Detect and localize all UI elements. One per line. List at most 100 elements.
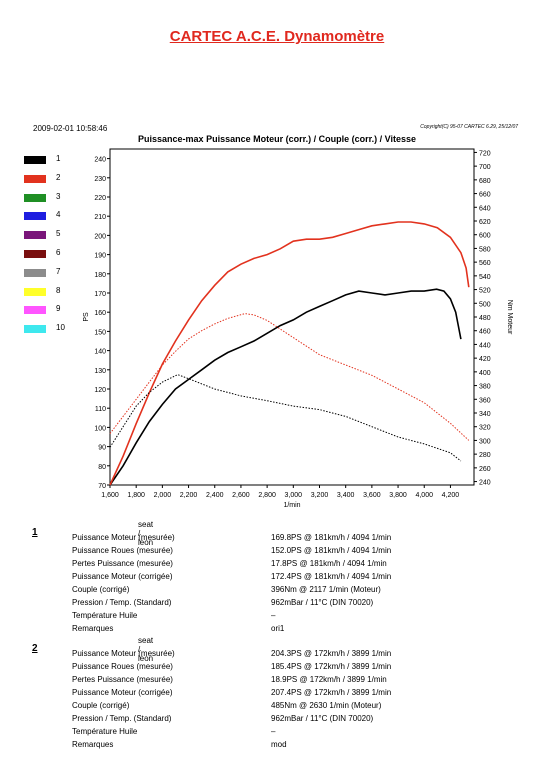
y-right-tick-label: 500 [479,301,491,308]
spec-label: Couple (corrigé) [72,701,130,710]
x-tick-label: 2,400 [206,492,224,499]
y-right-tick-label: 440 [479,342,491,349]
spec-value: 962mBar / 11°C (DIN 70020) [271,714,374,723]
x-tick-label: 3,000 [285,492,303,499]
y-right-tick-label: 320 [479,425,491,432]
y-right-tick-label: 720 [479,150,491,157]
legend-label: 9 [56,304,61,314]
x-tick-label: 4,000 [415,492,433,499]
legend-swatch [24,193,46,202]
dyno-chart: 1,600 1,800 2,000 2,200 2,400 2,600 2,800 3,000… [83,148,513,509]
y-left-tick-label: 70 [98,483,106,490]
x-axis-label: 1/min [283,502,300,509]
y-right-tick-label: 540 [479,274,491,281]
run-vehicle: seat / leon [138,636,154,663]
y-right-tick-label: 340 [479,411,491,418]
y-right-tick-label: 680 [479,178,491,185]
y-left-tick-label: 130 [94,368,106,375]
spec-label: Puissance Moteur (mesurée) [72,533,175,542]
y-right-tick-label: 660 [479,192,491,199]
spec-label: Pertes Puissance (mesurée) [72,675,173,684]
y-right-tick-label: 480 [479,315,491,322]
y-left-tick-label: 230 [94,176,106,183]
y-right-tick-label: 640 [479,205,491,212]
spec-label: Remarques [72,740,114,749]
series-line-2-torque [109,313,470,441]
x-tick-label: 4,200 [442,492,460,499]
y-right-tick-label: 520 [479,288,491,295]
legend-swatch [24,287,46,296]
spec-value: – [271,611,276,620]
spec-value: 152.0PS @ 181km/h / 4094 1/min [271,546,392,555]
y-right-tick-label: 280 [479,452,491,459]
y-left-tick-label: 220 [94,195,106,202]
spec-value: 396Nm @ 2117 1/min (Moteur) [271,585,381,594]
spec-label: Pression / Temp. (Standard) [72,598,172,607]
x-tick-label: 2,800 [258,492,276,499]
plot-frame [109,148,475,486]
y-left-tick-label: 120 [94,387,106,394]
legend-swatch [24,156,46,164]
spec-value: – [271,727,276,736]
y-right-tick-label: 600 [479,233,491,240]
spec-value: 204.3PS @ 172km/h / 3899 1/min [271,649,392,658]
spec-value: 962mBar / 11°C (DIN 70020) [271,598,374,607]
x-tick-label: 2,000 [154,492,172,499]
spec-value: ori1 [271,624,285,633]
y-left-tick-label: 180 [94,272,106,279]
y-right-tick-label: 620 [479,219,491,226]
legend-label: 7 [56,266,61,276]
legend-swatch [24,249,46,258]
y-left-tick-label: 140 [94,349,106,356]
y-right-tick-label: 300 [479,438,491,445]
spec-label: Température Huile [72,727,138,736]
spec-value: 185.4PS @ 172km/h / 3899 1/min [271,662,392,671]
spec-value: 18.9PS @ 172km/h / 3899 1/min [271,675,387,684]
spec-label: Remarques [72,624,114,633]
x-tick-label: 3,400 [337,492,355,499]
y-left-tick-label: 170 [94,291,106,298]
spec-label: Pression / Temp. (Standard) [72,714,172,723]
legend-swatch [24,306,46,315]
legend-label: 3 [56,191,61,201]
copyright-note: Copyright(C) 95-07 CARTEC 6.29, 25/12/07 [420,124,518,130]
legend-swatch [24,212,46,221]
spec-label: Pertes Puissance (mesurée) [72,559,173,568]
y-left-tick-label: 110 [95,406,106,413]
x-tick-label: 2,600 [232,492,250,499]
y-right-tick-label: 700 [479,164,491,171]
legend-label: 8 [56,285,61,295]
spec-label: Puissance Moteur (corrigée) [72,572,173,581]
spec-label: Puissance Moteur (corrigée) [72,688,173,697]
y-right-axis-label: Nm Moteur [506,300,513,335]
x-tick-label: 3,600 [363,492,381,499]
y-right-tick-label: 260 [479,466,491,473]
legend-label: 5 [56,229,61,239]
x-tick-label: 1,600 [101,492,119,499]
x-tick-label: 3,800 [389,492,407,499]
y-right-tick-label: 580 [479,246,491,253]
x-tick-label: 1,800 [127,492,145,499]
run-number: 1 [32,527,38,538]
spec-label: Puissance Moteur (mesurée) [72,649,175,658]
series-line-1-power [109,288,462,486]
spec-value: 207.4PS @ 172km/h / 3899 1/min [271,688,392,697]
y-right-tick-label: 380 [479,384,491,391]
legend-label: 4 [56,210,61,220]
run-number: 2 [32,643,38,654]
series-line-2-power [109,221,470,486]
y-left-axis-label: PS [83,312,90,322]
legend-swatch [24,325,46,334]
legend-label: 10 [56,323,65,333]
y-right-tick-label: 420 [479,356,491,363]
spec-value: 485Nm @ 2630 1/min (Moteur) [271,701,382,710]
y-left-tick-label: 80 [98,464,106,471]
y-left-tick-label: 210 [94,214,106,221]
spec-label: Puissance Roues (mesurée) [72,546,173,555]
report-title: CARTEC A.C.E. Dynamomètre [169,28,385,45]
y-left-tick-label: 90 [98,445,106,452]
legend-label: 6 [56,247,61,257]
spec-value: mod [271,740,287,749]
chart-title: Puissance-max Puissance Moteur (corr.) /… [138,134,416,144]
spec-label: Couple (corrigé) [72,585,130,594]
